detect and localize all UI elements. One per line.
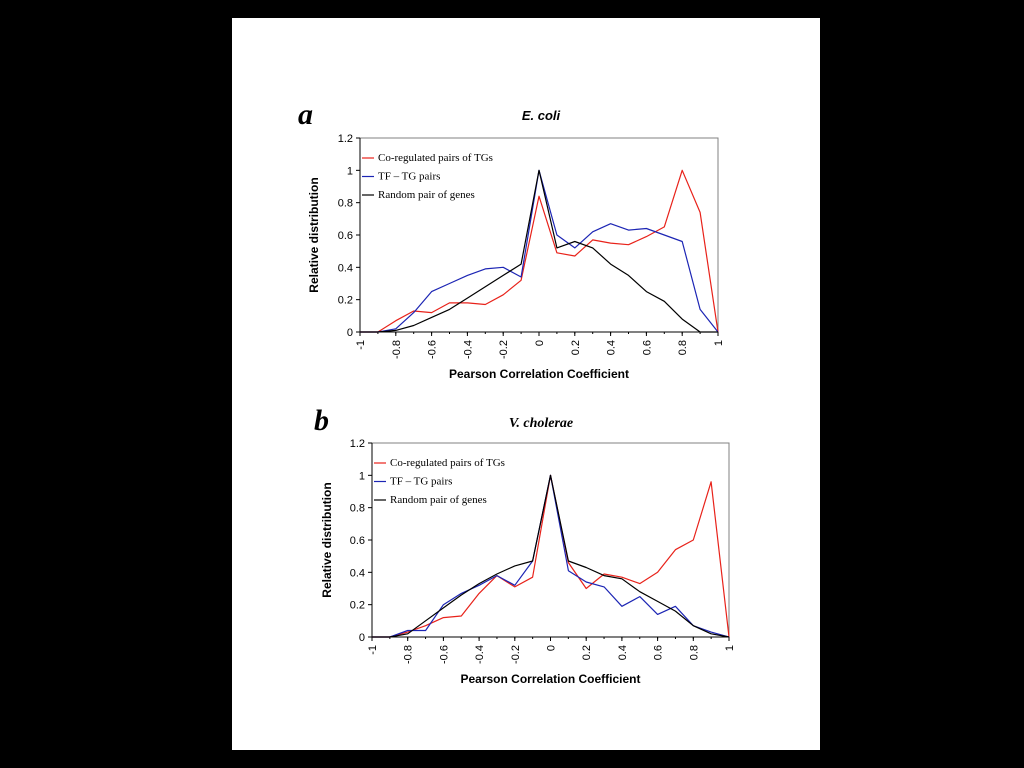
x-tick-label: 0.8: [688, 645, 700, 660]
x-tick-label: 0.4: [617, 645, 629, 660]
chart-title: V. cholerae: [509, 416, 573, 431]
x-tick-label: 0.8: [677, 340, 689, 355]
y-tick-label: 0.8: [338, 198, 353, 210]
x-tick-label: 0: [534, 340, 546, 346]
chart-title: E. coli: [522, 108, 561, 123]
x-tick-label: 0.6: [641, 340, 653, 355]
x-tick-label: 0.4: [606, 340, 618, 355]
x-axis-title: Pearson Correlation Coefficient: [449, 367, 629, 381]
y-tick-label: 0: [359, 632, 365, 644]
slide: a E. coli 0 0.2 0.4 0.6 0.8 1 1.2 -1 -0.8 -0.6 -0.4 -…: [232, 18, 820, 750]
x-tick-label: -0.6: [427, 340, 439, 359]
y-tick-label: 0.6: [350, 535, 365, 547]
series-line-2: [360, 169, 718, 333]
y-axis-title: Relative distribution: [320, 482, 334, 597]
x-tick-label: 0: [546, 645, 558, 651]
y-tick-label: 1.2: [350, 438, 365, 450]
legend-label: Co-regulated pairs of TGs: [378, 152, 493, 164]
x-tick-label: -0.8: [403, 645, 415, 664]
y-tick-label: 1: [359, 470, 365, 482]
x-tick-label: -0.2: [510, 645, 522, 664]
x-tick-label: -1: [355, 340, 367, 350]
x-axis-title: Pearson Correlation Coefficient: [460, 672, 640, 686]
legend-label: Co-regulated pairs of TGs: [390, 457, 505, 469]
x-tick-label: -0.6: [438, 645, 450, 664]
y-tick-label: 0.4: [350, 567, 365, 579]
y-tick-label: 1: [347, 165, 353, 177]
x-tick-label: 0.2: [581, 645, 593, 660]
chart-panel-b: b V. cholerae 0 0.2 0.4 0.6 0.8 1 1.2 -1 -0.8 -0.6 -…: [314, 404, 736, 686]
x-tick-label: -1: [367, 645, 379, 655]
legend-label: Random pair of genes: [390, 494, 487, 506]
x-tick-label: 0.6: [653, 645, 665, 660]
series-line-2: [372, 474, 730, 638]
legend-label: TF – TG pairs: [390, 476, 452, 488]
x-tick-label: -0.2: [498, 340, 510, 359]
legend-label: TF – TG pairs: [378, 171, 440, 183]
plot-frame: [371, 442, 730, 638]
figure: a E. coli 0 0.2 0.4 0.6 0.8 1 1.2 -1 -0.8 -0.6 -0.4 -…: [298, 98, 736, 686]
y-tick-label: 0.6: [338, 230, 353, 242]
series-line-0: [360, 169, 719, 333]
chart-panel-a: a E. coli 0 0.2 0.4 0.6 0.8 1 1.2 -1 -0.8 -0.6 -0.4 -…: [298, 98, 725, 381]
x-tick-label: -0.8: [391, 340, 403, 359]
x-tick-label: 0.2: [570, 340, 582, 355]
y-tick-label: 0.8: [350, 503, 365, 515]
panel-letter: b: [314, 404, 329, 437]
y-tick-label: 0: [347, 327, 353, 339]
y-tick-label: 1.2: [338, 133, 353, 145]
x-tick-label: -0.4: [462, 340, 474, 359]
panel-letter: a: [298, 98, 313, 131]
y-tick-label: 0.2: [338, 295, 353, 307]
x-tick-label: 1: [724, 645, 736, 651]
y-tick-label: 0.4: [338, 262, 353, 274]
y-tick-label: 0.2: [350, 600, 365, 612]
y-axis-title: Relative distribution: [307, 177, 321, 292]
x-tick-label: 1: [713, 340, 725, 346]
legend-label: Random pair of genes: [378, 189, 475, 201]
x-tick-label: -0.4: [474, 645, 486, 664]
